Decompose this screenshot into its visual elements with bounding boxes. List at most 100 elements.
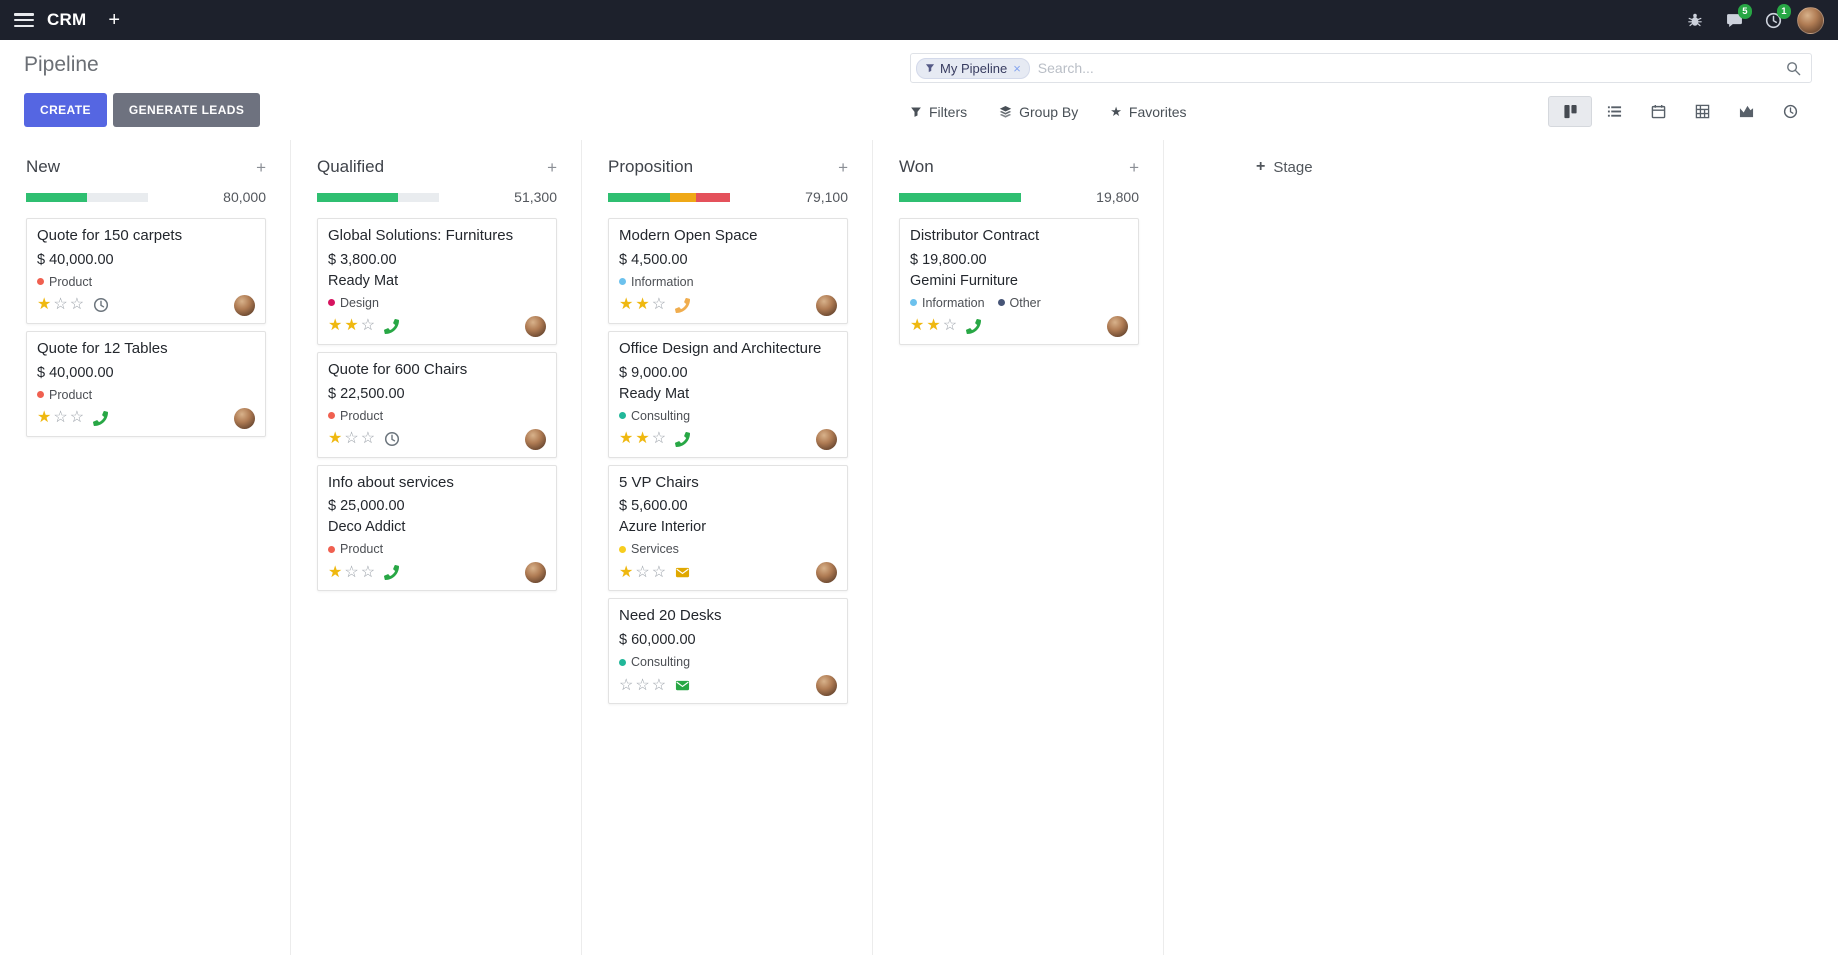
- list-view-button[interactable]: [1592, 96, 1636, 127]
- phone-activity-icon[interactable]: [966, 318, 982, 334]
- salesperson-avatar[interactable]: [1107, 315, 1128, 337]
- salesperson-avatar[interactable]: [234, 294, 255, 316]
- activities-clock-icon[interactable]: 1: [1758, 4, 1791, 35]
- user-avatar[interactable]: [1797, 6, 1824, 34]
- star-icon[interactable]: ☆: [69, 296, 85, 314]
- kanban-card[interactable]: Quote for 150 carpets $ 40,000.00 Product ★…: [26, 218, 266, 324]
- envelope-activity-icon[interactable]: [675, 678, 690, 693]
- star-icon[interactable]: ☆: [651, 296, 667, 314]
- column-add-icon[interactable]: +: [1129, 157, 1139, 177]
- add-stage-button[interactable]: + Stage: [1256, 158, 1313, 176]
- salesperson-avatar[interactable]: [525, 562, 546, 584]
- star-icon[interactable]: ☆: [619, 676, 634, 694]
- salesperson-avatar[interactable]: [525, 428, 546, 450]
- envelope-activity-icon[interactable]: [675, 565, 690, 580]
- kanban-card[interactable]: Info about services $ 25,000.00 Deco Addic…: [317, 464, 557, 592]
- salesperson-avatar[interactable]: [816, 675, 837, 696]
- column-title[interactable]: Proposition: [608, 157, 694, 176]
- search-facet[interactable]: My Pipeline ×: [916, 57, 1030, 79]
- star-icon[interactable]: ★: [344, 317, 359, 335]
- star-icon[interactable]: ★: [328, 563, 343, 581]
- phone-activity-icon[interactable]: [384, 318, 400, 334]
- priority-stars[interactable]: ★ ★ ☆: [619, 297, 666, 313]
- progress-segment[interactable]: [87, 192, 148, 202]
- create-button[interactable]: CREATE: [24, 93, 107, 127]
- kanban-card[interactable]: Office Design and Architecture $ 9,000.00…: [608, 330, 848, 458]
- star-icon[interactable]: ☆: [53, 296, 68, 314]
- column-add-icon[interactable]: +: [256, 157, 266, 177]
- app-name[interactable]: CRM: [47, 10, 87, 29]
- kanban-card[interactable]: Quote for 600 Chairs $ 22,500.00 Product ★ ☆…: [317, 351, 557, 458]
- progress-segment[interactable]: [608, 192, 671, 202]
- star-icon[interactable]: ☆: [635, 676, 650, 694]
- phone-activity-icon[interactable]: [675, 297, 691, 313]
- progress-segment[interactable]: [670, 192, 696, 202]
- salesperson-avatar[interactable]: [816, 562, 837, 584]
- facet-remove-icon[interactable]: ×: [1013, 60, 1021, 76]
- star-icon[interactable]: ★: [37, 296, 52, 314]
- salesperson-avatar[interactable]: [234, 407, 255, 429]
- star-icon[interactable]: ★: [926, 317, 941, 335]
- phone-activity-icon[interactable]: [675, 431, 691, 447]
- search-input[interactable]: [1029, 60, 1786, 76]
- priority-stars[interactable]: ★ ☆ ☆: [619, 563, 667, 581]
- clock-activity-icon[interactable]: [384, 431, 400, 447]
- phone-activity-icon[interactable]: [93, 410, 109, 426]
- progress-segment[interactable]: [899, 192, 1021, 202]
- star-icon[interactable]: ★: [619, 296, 634, 314]
- star-icon[interactable]: ☆: [69, 409, 85, 426]
- search-bar[interactable]: My Pipeline ×: [910, 53, 1812, 83]
- kanban-view-button[interactable]: [1548, 96, 1592, 127]
- phone-activity-icon[interactable]: [384, 565, 400, 581]
- priority-stars[interactable]: ★ ☆ ☆: [37, 297, 84, 313]
- progress-segment[interactable]: [26, 192, 87, 202]
- column-progressbar[interactable]: [608, 192, 730, 202]
- column-add-icon[interactable]: +: [547, 157, 557, 177]
- clock-activity-icon[interactable]: [93, 297, 109, 313]
- progress-segment[interactable]: [397, 192, 439, 202]
- priority-stars[interactable]: ★ ★ ☆: [910, 318, 957, 334]
- star-icon[interactable]: ☆: [360, 430, 376, 447]
- group-by-menu[interactable]: Group By: [999, 104, 1078, 120]
- progress-segment[interactable]: [317, 192, 398, 202]
- priority-stars[interactable]: ★ ★ ☆: [328, 318, 375, 334]
- column-progressbar[interactable]: [899, 192, 1021, 202]
- star-icon[interactable]: ☆: [344, 563, 359, 581]
- activity-view-button[interactable]: [1768, 96, 1812, 127]
- column-title[interactable]: New: [26, 157, 61, 176]
- salesperson-avatar[interactable]: [816, 428, 837, 450]
- star-icon[interactable]: ☆: [651, 430, 667, 447]
- kanban-card[interactable]: Quote for 12 Tables $ 40,000.00 Product ★ ☆ ☆: [26, 330, 266, 437]
- salesperson-avatar[interactable]: [816, 294, 837, 316]
- star-icon[interactable]: ★: [328, 430, 343, 447]
- kanban-card[interactable]: Need 20 Desks $ 60,000.00 Consulting ☆ ☆ ☆: [608, 598, 848, 704]
- column-progressbar[interactable]: [317, 192, 439, 202]
- kanban-card[interactable]: Global Solutions: Furnitures $ 3,800.00 Re…: [317, 218, 557, 345]
- star-icon[interactable]: ★: [37, 409, 52, 426]
- generate-leads-button[interactable]: GENERATE LEADS: [112, 93, 261, 127]
- star-icon[interactable]: ☆: [942, 317, 958, 335]
- debug-bug-icon[interactable]: [1680, 5, 1710, 35]
- column-title[interactable]: Won: [899, 157, 934, 176]
- calendar-view-button[interactable]: [1636, 96, 1680, 127]
- messages-icon[interactable]: 5: [1719, 4, 1752, 35]
- kanban-card[interactable]: Modern Open Space $ 4,500.00 Information ★ ★…: [608, 218, 848, 324]
- graph-view-button[interactable]: [1724, 96, 1768, 127]
- star-icon[interactable]: ★: [328, 317, 343, 335]
- progress-segment[interactable]: [695, 192, 730, 202]
- column-progressbar[interactable]: [26, 192, 148, 202]
- star-icon[interactable]: ☆: [360, 563, 376, 581]
- star-icon[interactable]: ☆: [635, 563, 650, 581]
- priority-stars[interactable]: ★ ☆ ☆: [37, 410, 84, 426]
- star-icon[interactable]: ☆: [360, 317, 376, 335]
- pivot-view-button[interactable]: [1680, 96, 1724, 127]
- column-title[interactable]: Qualified: [317, 157, 385, 176]
- salesperson-avatar[interactable]: [525, 315, 546, 337]
- kanban-card[interactable]: Distributor Contract $ 19,800.00 Gemini Fu…: [899, 218, 1139, 345]
- star-icon[interactable]: ★: [635, 430, 650, 447]
- column-add-icon[interactable]: +: [838, 157, 848, 177]
- apps-menu-icon[interactable]: [14, 13, 34, 27]
- star-icon[interactable]: ☆: [651, 563, 667, 581]
- search-icon[interactable]: [1786, 61, 1801, 76]
- star-icon[interactable]: ☆: [344, 430, 359, 447]
